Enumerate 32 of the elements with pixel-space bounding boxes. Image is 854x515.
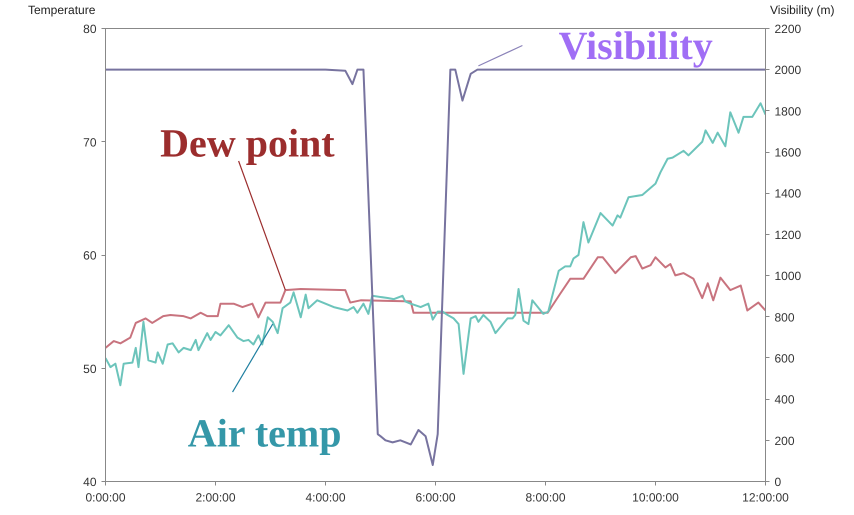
y2-tick-label: 1000 xyxy=(774,269,802,284)
y2-tick-label: 2200 xyxy=(774,22,802,36)
text: Dew point xyxy=(160,120,336,166)
x-tick-label: 10:00:00 xyxy=(632,490,680,504)
y2-tick-label: 400 xyxy=(774,392,795,407)
line-series xyxy=(106,102,766,386)
y2-tick-label: 0 xyxy=(774,475,782,489)
y2-tick-label: 800 xyxy=(774,310,795,324)
y-axis-title: Temperature xyxy=(28,2,96,19)
x-tick-label: 2:00:00 xyxy=(195,490,236,504)
series-label: Visibility xyxy=(558,22,713,68)
y2-tick-label: 1200 xyxy=(774,228,802,242)
series-label: Air temp xyxy=(188,410,342,456)
x-tick-label: 4:00:00 xyxy=(305,490,346,504)
y2-tick-label: 1600 xyxy=(774,146,802,160)
y-tick-label: 50 xyxy=(83,362,97,376)
line-series xyxy=(106,68,766,466)
y2-tick-label: 2000 xyxy=(774,63,802,78)
y2-tick-label: 1800 xyxy=(774,104,802,118)
line-series xyxy=(106,255,766,349)
y2-tick-label: 1400 xyxy=(774,186,802,201)
y2-axis-title: Visibility (m) xyxy=(770,2,834,19)
x-tick-label: 12:00:00 xyxy=(742,490,790,504)
y2-tick-label: 200 xyxy=(774,434,795,448)
y2-tick-label: 600 xyxy=(774,351,795,366)
x-tick-label: 0:00:00 xyxy=(85,490,126,504)
x-tick-label: 8:00:00 xyxy=(525,490,566,504)
y-tick-label: 60 xyxy=(83,248,97,262)
x-tick-label: 6:00:00 xyxy=(415,490,456,504)
y-tick-label: 40 xyxy=(83,475,97,489)
y-tick-label: 80 xyxy=(83,22,97,36)
y-tick-label: 70 xyxy=(83,135,97,150)
